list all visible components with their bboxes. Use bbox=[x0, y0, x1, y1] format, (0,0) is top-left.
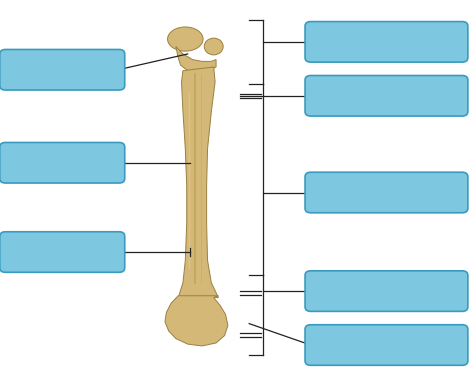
FancyBboxPatch shape bbox=[0, 49, 125, 90]
Ellipse shape bbox=[168, 27, 203, 51]
Polygon shape bbox=[178, 67, 219, 298]
FancyBboxPatch shape bbox=[0, 232, 125, 272]
Polygon shape bbox=[176, 46, 216, 73]
Polygon shape bbox=[165, 296, 228, 346]
FancyBboxPatch shape bbox=[305, 172, 468, 213]
Ellipse shape bbox=[204, 38, 223, 55]
FancyBboxPatch shape bbox=[305, 22, 468, 62]
FancyBboxPatch shape bbox=[305, 76, 468, 116]
FancyBboxPatch shape bbox=[305, 271, 468, 311]
FancyBboxPatch shape bbox=[0, 142, 125, 183]
FancyBboxPatch shape bbox=[305, 325, 468, 365]
